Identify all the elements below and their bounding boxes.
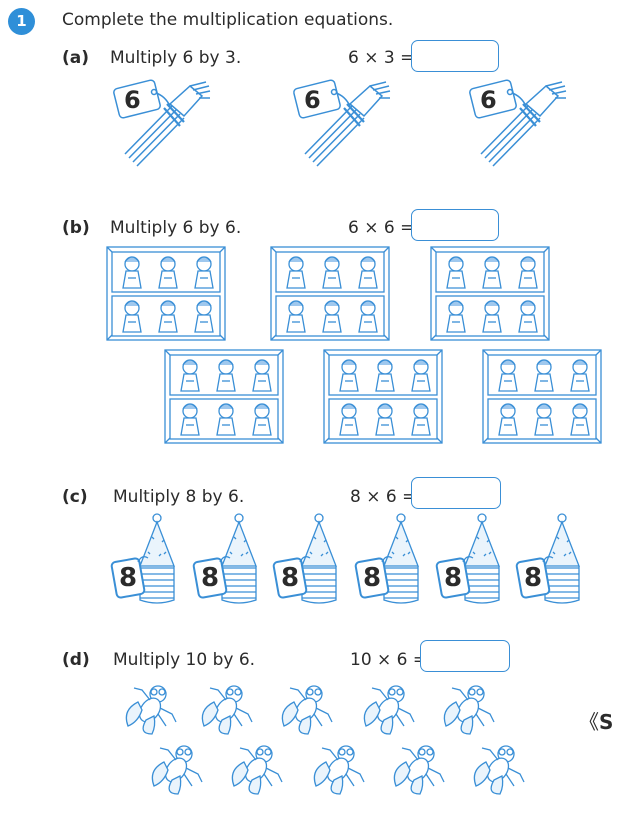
- fork-bundle-icon: [293, 79, 391, 167]
- part-a-tag-3: 6: [480, 86, 497, 114]
- question-number-badge: 1: [8, 8, 35, 35]
- party-hat-stack-icon: [272, 513, 337, 604]
- party-hat-stack-icon: [354, 513, 419, 604]
- fly-icon: [125, 685, 177, 735]
- party-hat-tag-label: 8: [363, 563, 382, 593]
- fly-icon: [363, 685, 415, 735]
- part-b-text: Multiply 6 by 6.: [110, 218, 242, 238]
- fly-icon: [201, 685, 253, 735]
- fly-icon: [151, 745, 203, 795]
- shelf-with-dolls-icon: [323, 349, 443, 444]
- party-hat-tag-label: 8: [444, 563, 463, 593]
- part-c-label: (c): [62, 487, 88, 507]
- part-b-label: (b): [62, 218, 90, 238]
- question-instruction: Complete the multiplication equations.: [62, 10, 394, 30]
- shelf-with-dolls-icon: [164, 349, 284, 444]
- part-d-text: Multiply 10 by 6.: [113, 650, 256, 670]
- party-hat-stack-icon: [192, 513, 257, 604]
- party-hat-stack-icon: [110, 513, 175, 604]
- part-b-answer-box[interactable]: [411, 209, 499, 241]
- part-a-equation: 6 × 3 =: [348, 48, 415, 68]
- shelf-with-dolls-icon: [430, 246, 550, 341]
- party-hat-stack-icon: [515, 513, 580, 604]
- part-a-label: (a): [62, 48, 90, 68]
- part-c-answer-box[interactable]: [411, 477, 501, 509]
- shelf-with-dolls-icon: [106, 246, 226, 341]
- part-a-tag-1: 6: [124, 86, 141, 114]
- part-a-tag-2: 6: [304, 86, 321, 114]
- shelf-with-dolls-icon: [482, 349, 602, 444]
- party-hat-tag-label: 8: [281, 563, 300, 593]
- side-nav-letter: S: [599, 710, 614, 734]
- party-hat-tag-label: 8: [201, 563, 220, 593]
- fly-icon: [393, 745, 445, 795]
- part-a-text: Multiply 6 by 3.: [110, 48, 242, 68]
- part-d-equation: 10 × 6 =: [350, 650, 428, 670]
- part-d-label: (d): [62, 650, 90, 670]
- fly-icon: [231, 745, 283, 795]
- party-hat-tag-label: 8: [119, 563, 138, 593]
- fly-icon: [473, 745, 525, 795]
- fly-icon: [313, 745, 365, 795]
- fly-icon: [443, 685, 495, 735]
- party-hat-tag-label: 8: [524, 563, 543, 593]
- part-a-answer-box[interactable]: [411, 40, 499, 72]
- part-d-answer-box[interactable]: [420, 640, 510, 672]
- side-nav-tab[interactable]: 《S: [579, 706, 613, 735]
- fly-icon: [281, 685, 333, 735]
- part-c-equation: 8 × 6 =: [350, 487, 417, 507]
- double-chevron-left-icon: 《: [579, 710, 599, 734]
- fork-bundle-icon: [113, 79, 211, 167]
- fork-bundle-icon: [469, 79, 567, 167]
- party-hat-stack-icon: [435, 513, 500, 604]
- shelf-with-dolls-icon: [270, 246, 390, 341]
- part-c-text: Multiply 8 by 6.: [113, 487, 245, 507]
- part-b-equation: 6 × 6 =: [348, 218, 415, 238]
